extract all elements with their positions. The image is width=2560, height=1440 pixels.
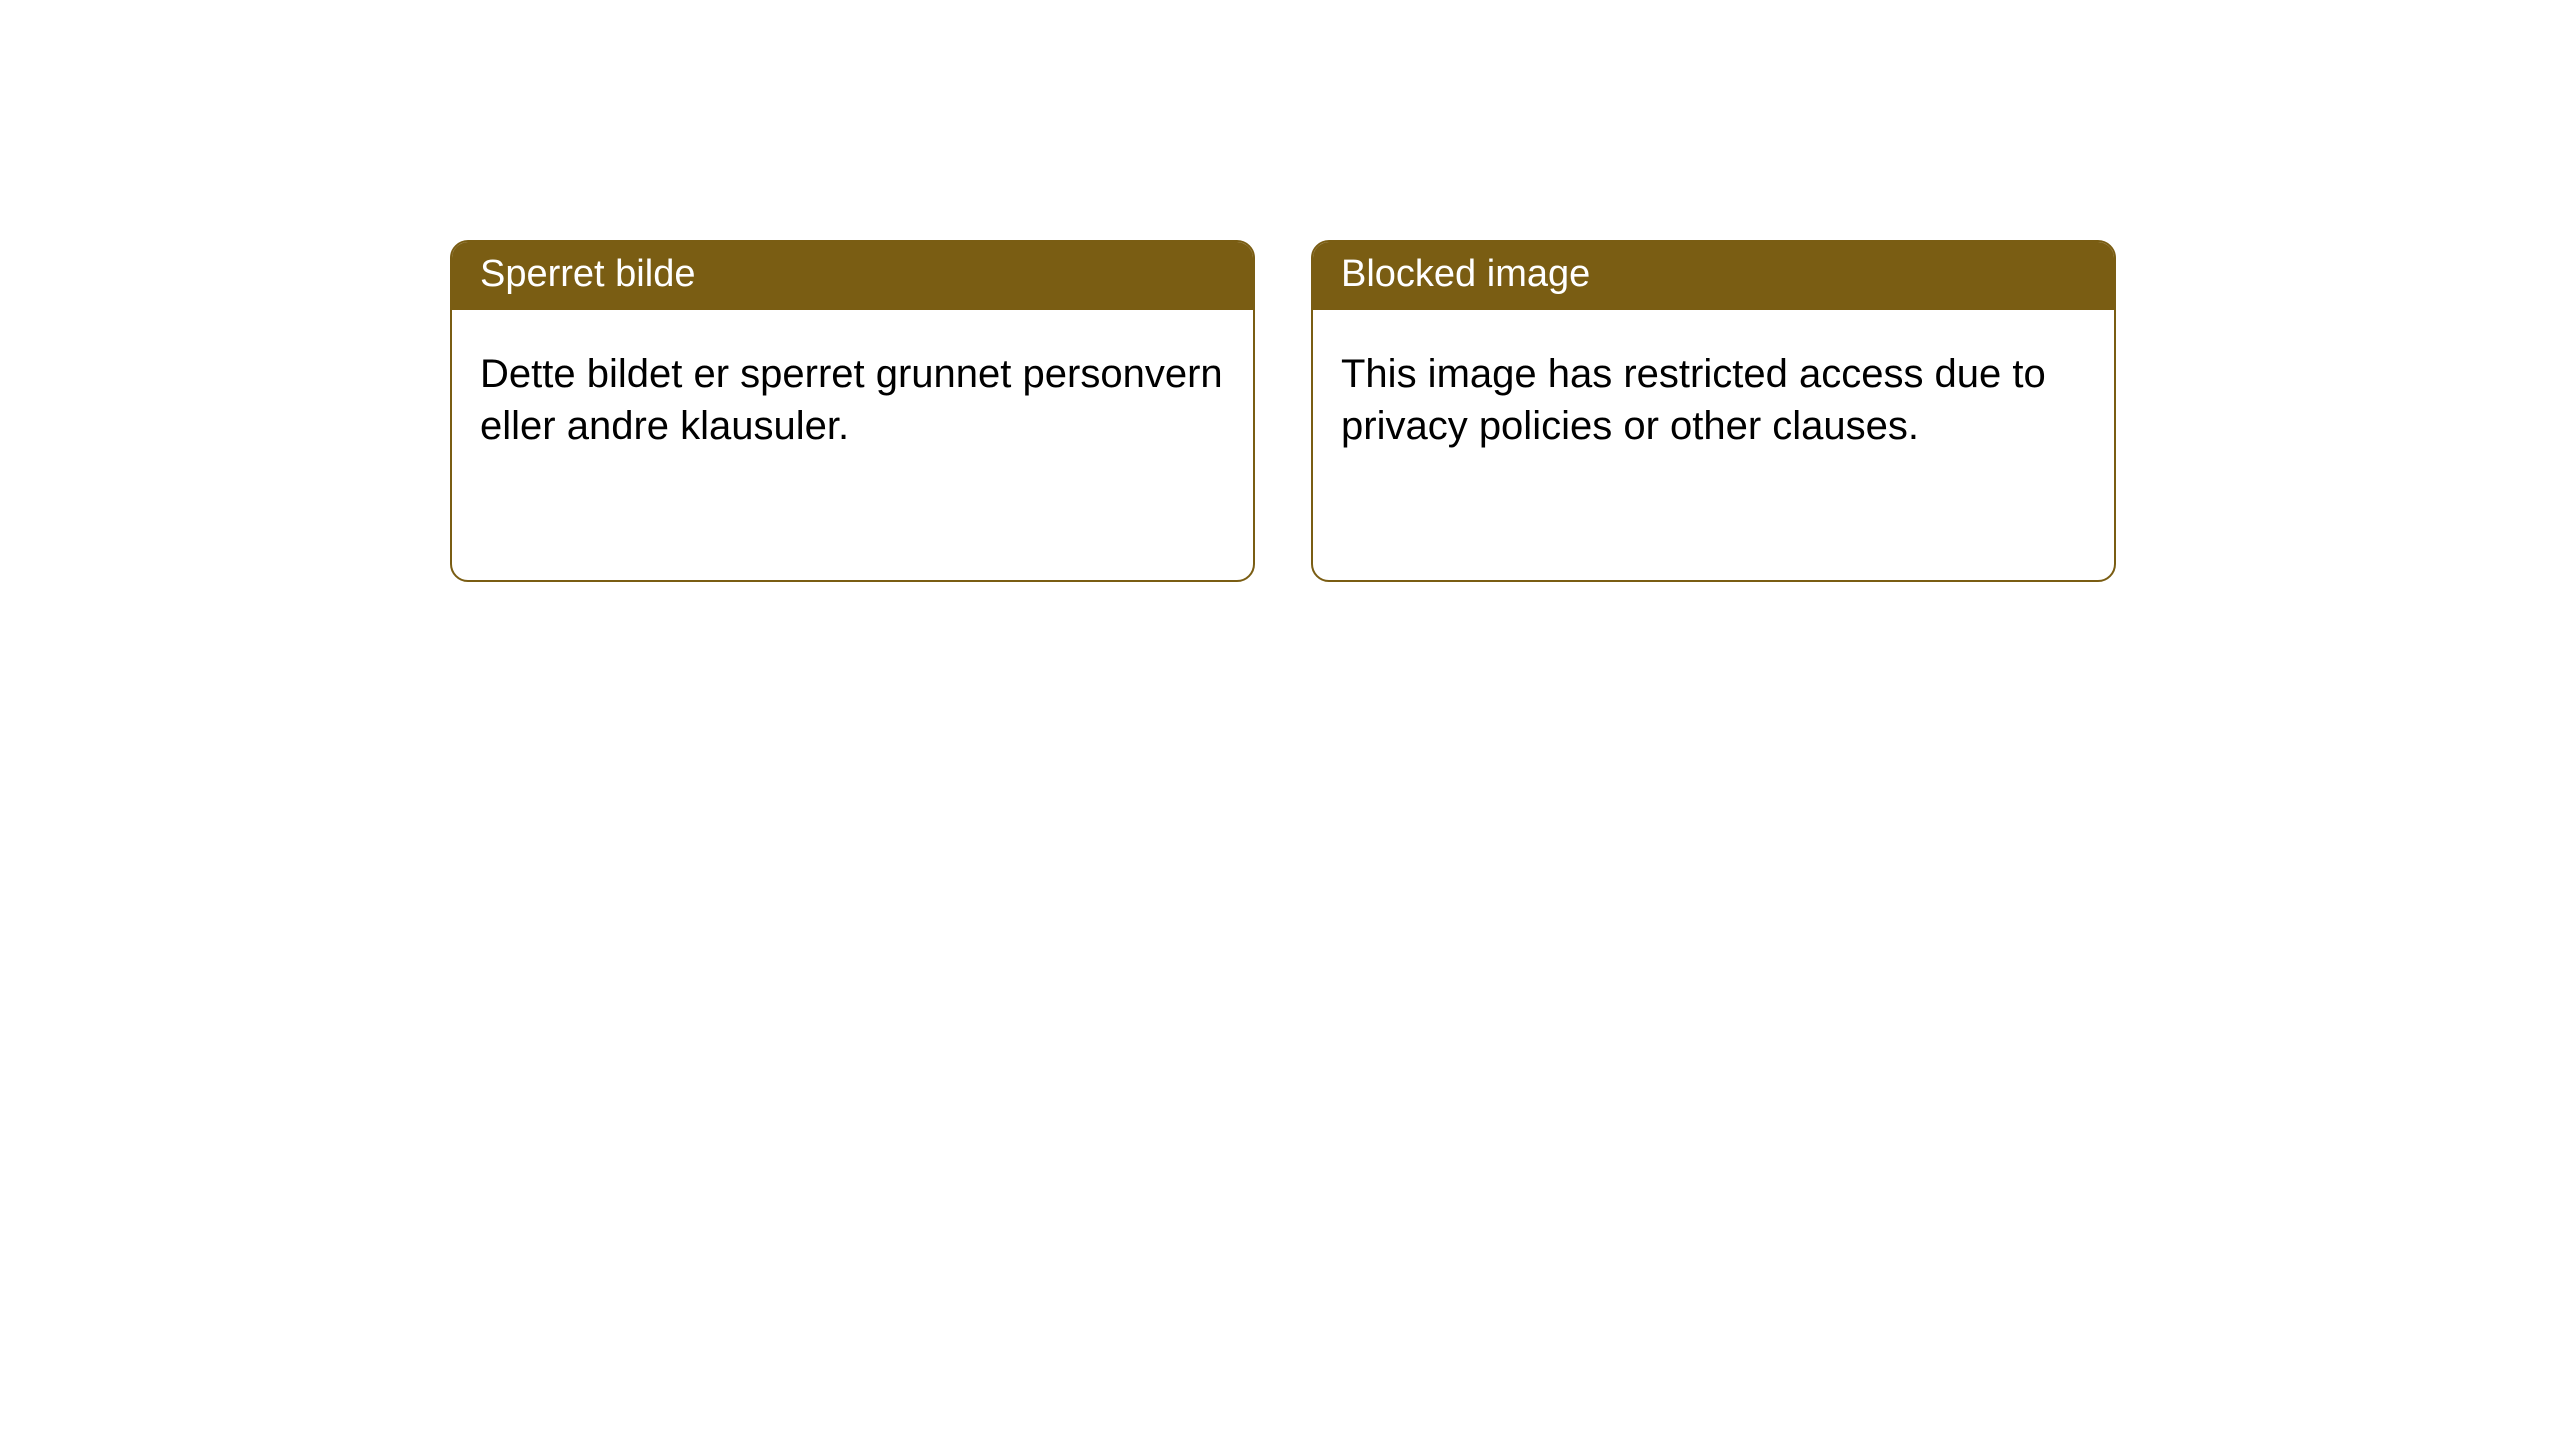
notice-card-english: Blocked image This image has restricted … xyxy=(1311,240,2116,582)
notice-body: Dette bildet er sperret grunnet personve… xyxy=(452,310,1253,580)
notice-header: Sperret bilde xyxy=(452,242,1253,310)
notice-message: This image has restricted access due to … xyxy=(1341,352,2046,448)
notice-header: Blocked image xyxy=(1313,242,2114,310)
notice-container: Sperret bilde Dette bildet er sperret gr… xyxy=(450,240,2116,582)
notice-title: Blocked image xyxy=(1341,253,1590,295)
notice-card-norwegian: Sperret bilde Dette bildet er sperret gr… xyxy=(450,240,1255,582)
notice-message: Dette bildet er sperret grunnet personve… xyxy=(480,352,1223,448)
notice-title: Sperret bilde xyxy=(480,253,695,295)
notice-body: This image has restricted access due to … xyxy=(1313,310,2114,580)
